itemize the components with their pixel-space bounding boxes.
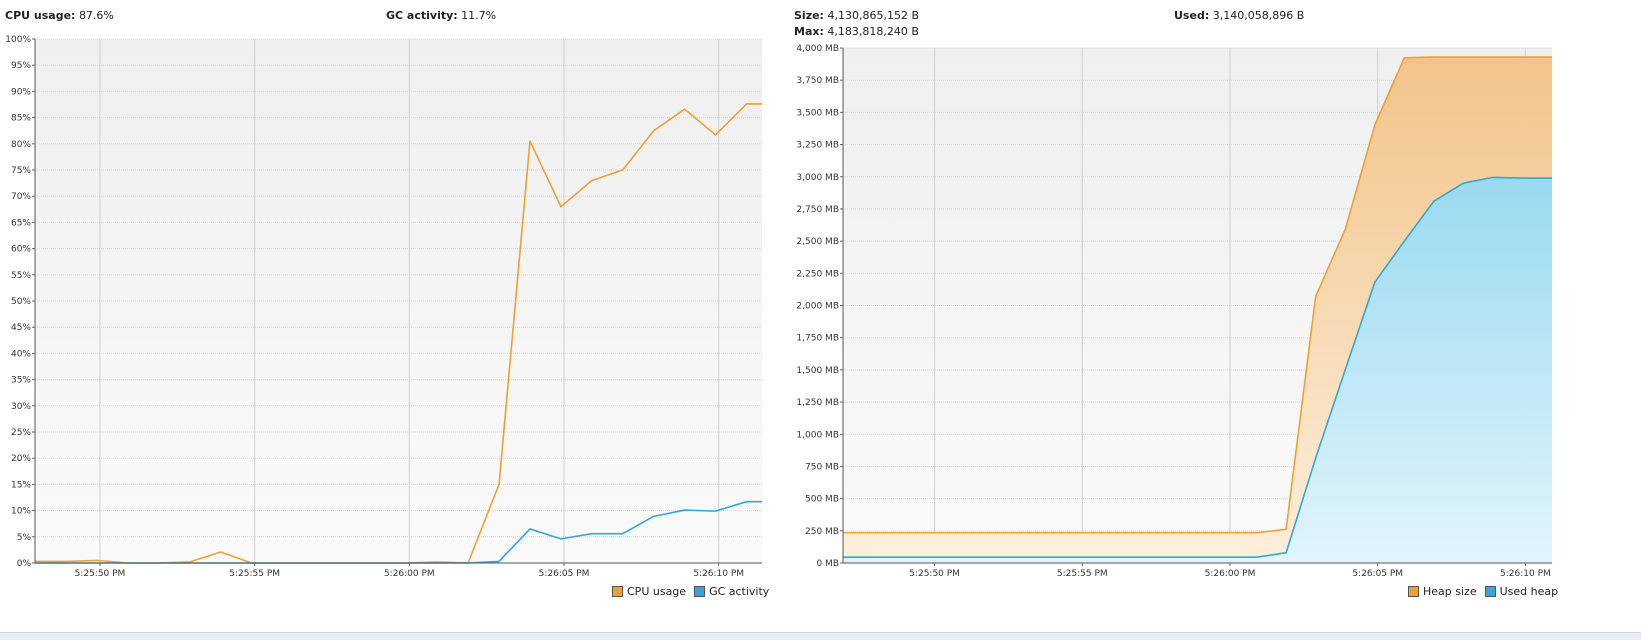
heap-size-line xyxy=(843,56,1552,534)
heap-used-value: 3,140,058,896 B xyxy=(1212,9,1305,22)
x-tick-label: 5:26:05 PM xyxy=(539,569,590,579)
y-tick-label: 3,750 MB xyxy=(796,76,839,86)
gc-activity-stat: GC activity: 11.7% xyxy=(386,9,496,22)
y-tick-label: 10% xyxy=(11,507,31,517)
y-tick-label: 1,750 MB xyxy=(796,334,839,344)
cpu-gc-panel: CPU usage: 87.6% GC activity: 11.7% 0% 5%… xyxy=(0,0,820,639)
heap-panel: Size: 4,130,865,152 B Max: 4,183,818,240… xyxy=(794,0,1641,639)
y-tick-label: 80% xyxy=(11,140,31,150)
x-tick-label: 5:25:55 PM xyxy=(229,569,280,579)
cpu-usage-legend-swatch xyxy=(612,586,623,597)
heap-used-stat: Used: 3,140,058,896 B xyxy=(1174,9,1304,22)
y-tick-label: 85% xyxy=(11,114,31,124)
y-tick-label: 30% xyxy=(11,402,31,412)
x-tick-label: 5:26:05 PM xyxy=(1352,569,1403,579)
y-tick-label: 2,250 MB xyxy=(796,269,839,279)
heap-max-label: Max: xyxy=(794,25,824,38)
y-tick-label: 90% xyxy=(11,87,31,97)
y-tick-label: 70% xyxy=(11,192,31,202)
cpu-chart-legend: CPU usage GC activity xyxy=(604,585,769,598)
y-tick-label: 100% xyxy=(5,35,31,45)
y-tick-label: 65% xyxy=(11,218,31,228)
x-tick-label: 5:26:00 PM xyxy=(1205,569,1256,579)
used-heap-legend-label: Used heap xyxy=(1499,585,1559,598)
heap-max-stat: Max: 4,183,818,240 B xyxy=(794,25,919,38)
heap-size-stat: Size: 4,130,865,152 B xyxy=(794,9,919,22)
y-tick-label: 5% xyxy=(17,533,32,543)
used-heap-line xyxy=(843,176,1552,559)
heap-chart-legend: Heap size Used heap xyxy=(1400,585,1558,598)
heap-size-label: Size: xyxy=(794,9,824,22)
heap-size-legend-swatch xyxy=(1408,586,1419,597)
y-tick-label: 1,500 MB xyxy=(796,366,839,376)
used-heap-area xyxy=(843,177,1552,564)
y-tick-label: 45% xyxy=(11,323,31,333)
y-tick-label: 25% xyxy=(11,428,31,438)
heap-used-label: Used: xyxy=(1174,9,1210,22)
x-tick-label: 5:25:50 PM xyxy=(75,569,126,579)
y-tick-label: 2,750 MB xyxy=(796,205,839,215)
used-heap-legend-swatch xyxy=(1484,586,1496,597)
y-tick-label: 40% xyxy=(11,349,31,359)
y-tick-label: 500 MB xyxy=(805,495,839,505)
cpu-usage-value: 87.6% xyxy=(78,9,114,22)
y-tick-label: 3,500 MB xyxy=(796,108,839,118)
y-tick-label: 1,250 MB xyxy=(796,398,839,408)
y-tick-label: 60% xyxy=(11,245,31,255)
cpu-usage-label: CPU usage: xyxy=(5,9,76,22)
x-tick-label: 5:26:10 PM xyxy=(1500,569,1551,579)
plot-area xyxy=(35,39,762,563)
x-tick-label: 5:26:00 PM xyxy=(384,569,435,579)
y-tick-label: 4,000 MB xyxy=(796,44,839,54)
y-tick-label: 0% xyxy=(17,559,32,569)
heap-size-value: 4,130,865,152 B xyxy=(827,9,919,22)
y-tick-label: 2,000 MB xyxy=(796,302,839,312)
y-tick-label: 95% xyxy=(11,61,31,71)
x-tick-label: 5:26:10 PM xyxy=(693,569,744,579)
heap-chart: 0 MB 250 MB 500 MB 750 MB 1,000 MB 1,250 MB 1,… xyxy=(796,44,1552,579)
y-tick-label: 1,000 MB xyxy=(796,430,839,440)
heap-max-value: 4,183,818,240 B xyxy=(827,25,919,38)
gc-activity-value: 11.7% xyxy=(461,9,497,22)
cpu-usage-stat: CPU usage: 87.6% xyxy=(5,9,114,22)
y-tick-label: 50% xyxy=(11,297,31,307)
cpu-usage-legend-label: CPU usage xyxy=(627,585,687,598)
gc-activity-label: GC activity: xyxy=(386,9,458,22)
y-tick-label: 250 MB xyxy=(805,527,839,537)
x-tick-label: 5:25:55 PM xyxy=(1057,569,1108,579)
y-tick-label: 3,250 MB xyxy=(796,141,839,151)
y-tick-label: 15% xyxy=(11,480,31,490)
y-tick-label: 35% xyxy=(11,376,31,386)
y-tick-label: 3,000 MB xyxy=(796,173,839,183)
y-tick-label: 75% xyxy=(11,166,31,176)
heap-size-legend-label: Heap size xyxy=(1423,585,1477,598)
y-tick-label: 2,500 MB xyxy=(796,237,839,247)
y-tick-label: 55% xyxy=(11,271,31,281)
gc-activity-legend-label: GC activity xyxy=(709,585,770,598)
cpu-gc-chart: 0% 5% 10% 15% 20% 25% 30% 35% 40% 45% 50% 55% 60% 65%… xyxy=(5,35,762,579)
gc-activity-legend-swatch xyxy=(694,586,706,597)
y-tick-label: 0 MB xyxy=(816,559,839,569)
x-tick-label: 5:25:50 PM xyxy=(909,569,960,579)
status-strip xyxy=(0,632,1641,640)
y-tick-label: 750 MB xyxy=(805,462,839,472)
y-tick-label: 20% xyxy=(11,454,31,464)
